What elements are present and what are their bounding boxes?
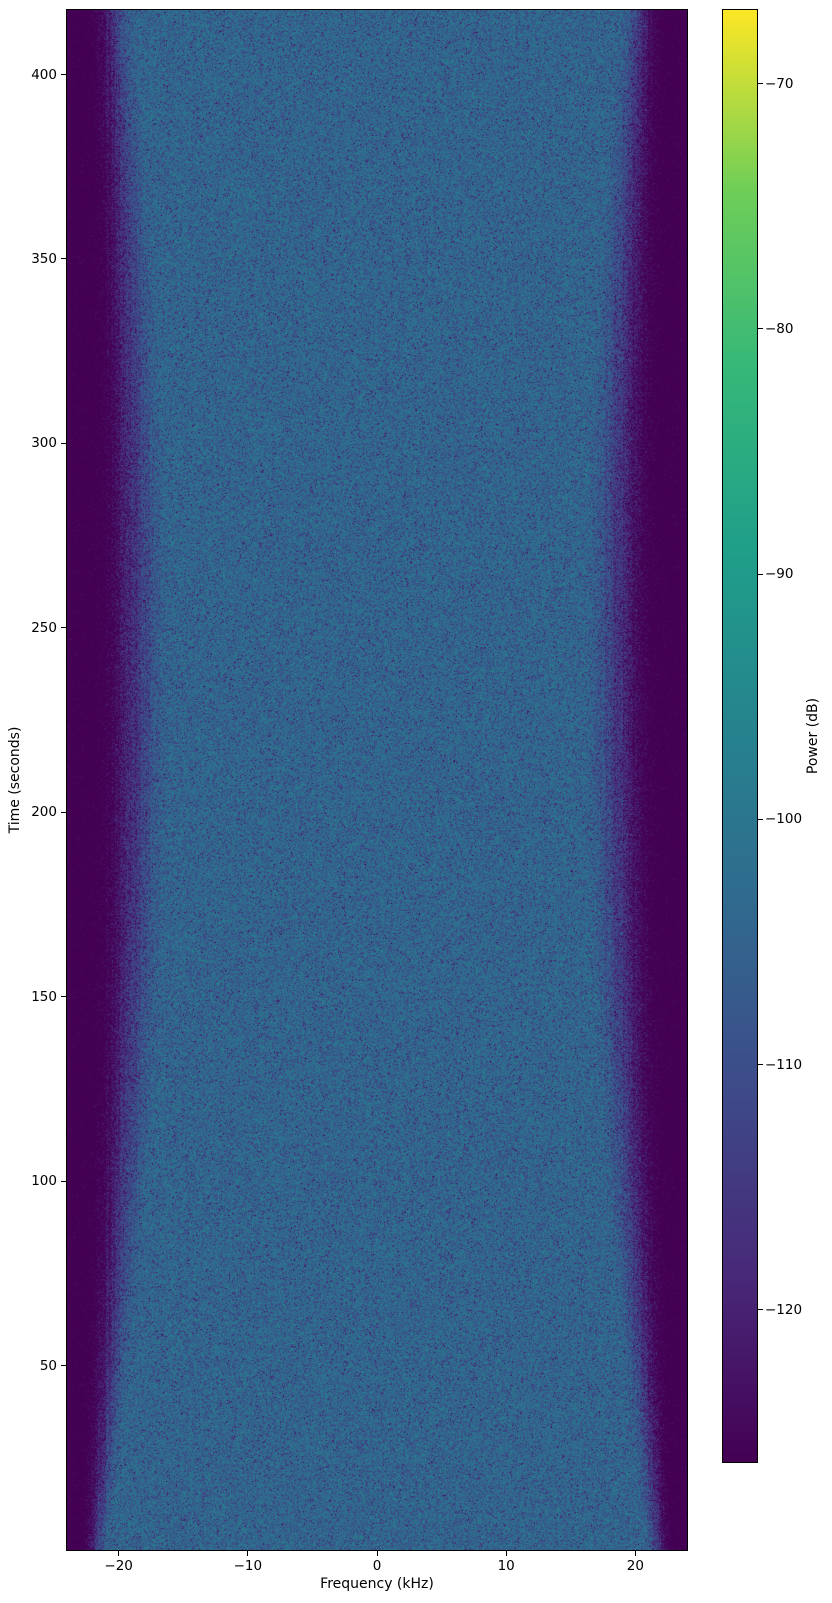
colorbar-gradient bbox=[723, 10, 757, 1462]
y-tick-label: 300 bbox=[31, 435, 57, 452]
colorbar-tick-mark bbox=[758, 83, 763, 85]
x-tick-label: −20 bbox=[104, 1558, 133, 1574]
y-tick-label: 400 bbox=[31, 66, 57, 83]
y-tick-label: 150 bbox=[31, 988, 57, 1005]
y-tick-mark bbox=[61, 811, 66, 813]
y-tick-mark bbox=[61, 1180, 66, 1182]
y-tick-mark bbox=[61, 1365, 66, 1367]
colorbar-tick-label: −120 bbox=[765, 1301, 803, 1318]
x-tick-label: 0 bbox=[372, 1558, 382, 1574]
y-tick-label: 250 bbox=[31, 619, 57, 636]
plot-frame bbox=[66, 9, 688, 1551]
colorbar-tick-label: −80 bbox=[765, 320, 794, 337]
colorbar-tick-label: −100 bbox=[765, 811, 803, 828]
colorbar-frame bbox=[722, 9, 758, 1463]
y-tick-label: 50 bbox=[39, 1357, 57, 1374]
x-tick-mark bbox=[376, 1551, 378, 1556]
colorbar-tick-label: −70 bbox=[765, 75, 794, 92]
y-tick-label: 100 bbox=[31, 1173, 57, 1190]
x-tick-mark bbox=[118, 1551, 120, 1556]
spectrogram-heatmap bbox=[67, 10, 687, 1550]
x-tick-mark bbox=[505, 1551, 507, 1556]
y-tick-mark bbox=[61, 442, 66, 444]
x-tick-label: 20 bbox=[626, 1558, 644, 1574]
colorbar-tick-label: −110 bbox=[765, 1056, 803, 1073]
y-tick-label: 200 bbox=[31, 804, 57, 821]
colorbar-tick-label: −90 bbox=[765, 566, 794, 583]
colorbar-tick-mark bbox=[758, 1064, 763, 1066]
y-tick-mark bbox=[61, 258, 66, 260]
colorbar-label: Power (dB) bbox=[805, 697, 821, 775]
y-tick-label: 350 bbox=[31, 250, 57, 267]
colorbar-tick-mark bbox=[758, 573, 763, 575]
colorbar-tick-mark bbox=[758, 1309, 763, 1311]
y-tick-mark bbox=[61, 74, 66, 76]
y-tick-mark bbox=[61, 627, 66, 629]
colorbar-tick-mark bbox=[758, 818, 763, 820]
x-tick-mark bbox=[247, 1551, 249, 1556]
colorbar-tick-mark bbox=[758, 328, 763, 330]
y-tick-mark bbox=[61, 996, 66, 998]
x-axis-label: Frequency (kHz) bbox=[320, 1576, 434, 1592]
x-tick-mark bbox=[634, 1551, 636, 1556]
x-tick-label: 10 bbox=[497, 1558, 515, 1574]
x-tick-label: −10 bbox=[233, 1558, 263, 1574]
